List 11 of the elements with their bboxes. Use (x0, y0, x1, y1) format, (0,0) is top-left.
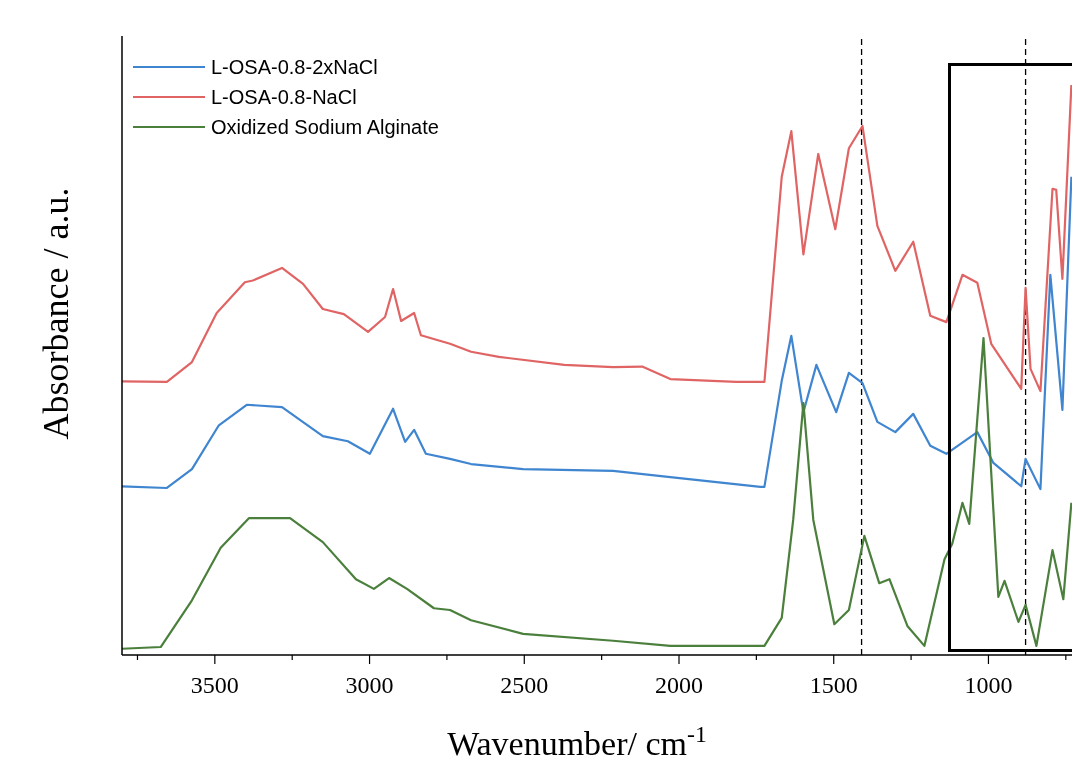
x-tick-label: 1000 (964, 672, 1013, 698)
x-tick-label: 2500 (500, 672, 549, 698)
x-tick-label: 2000 (655, 672, 703, 698)
x-axis-title: Wavenumber/ cm$^{-1}$ (447, 721, 707, 762)
x-tick-label: 3000 (345, 672, 394, 698)
legend-label: Oxidized Sodium Alginate (211, 115, 439, 140)
x-tick-label: 3500 (190, 672, 239, 698)
y-axis-title: Absorbance / a.u. (36, 187, 76, 440)
x-tick-label: 1500 (809, 672, 858, 698)
legend-label: L-OSA-0.8-2xNaCl (211, 55, 378, 80)
legend-label: L-OSA-0.8-NaCl (211, 85, 357, 110)
